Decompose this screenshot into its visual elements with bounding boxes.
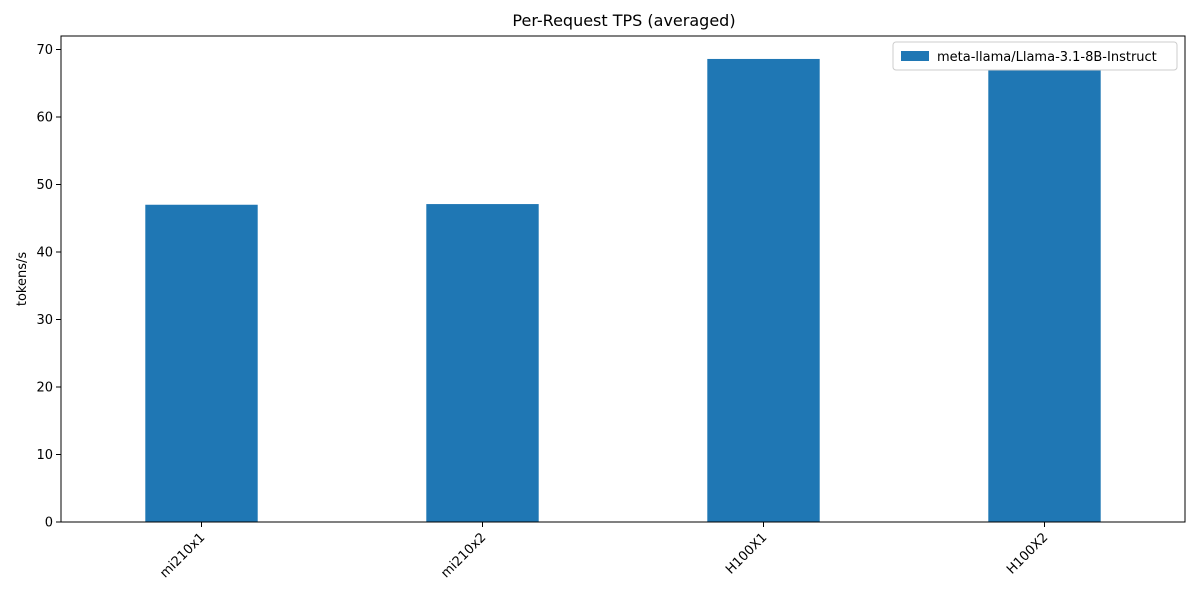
y-tick-label: 0 xyxy=(45,516,53,531)
bar-H100X1 xyxy=(707,58,820,522)
bar-mi210x1 xyxy=(145,204,258,522)
legend-swatch xyxy=(901,51,929,61)
legend-box xyxy=(892,41,1178,71)
y-tick-label: 20 xyxy=(36,381,53,396)
chart-title: Per-Request TPS (averaged) xyxy=(512,11,735,30)
legend: meta-llama/Llama-3.1-8B-Instruct xyxy=(892,41,1178,71)
bar-H100X2 xyxy=(988,70,1101,523)
y-axis-label: tokens/s xyxy=(15,252,30,307)
y-tick-label: 10 xyxy=(36,448,53,463)
y-tick-label: 30 xyxy=(36,313,53,328)
legend-label: meta-llama/Llama-3.1-8B-Instruct xyxy=(937,50,1157,65)
y-tick-label: 40 xyxy=(36,246,53,261)
y-tick-label: 60 xyxy=(36,111,53,126)
plot-frame xyxy=(60,35,1186,523)
y-tick-label: 70 xyxy=(36,43,53,58)
y-tick-label: 50 xyxy=(36,178,53,193)
bar-mi210x2 xyxy=(426,204,539,522)
